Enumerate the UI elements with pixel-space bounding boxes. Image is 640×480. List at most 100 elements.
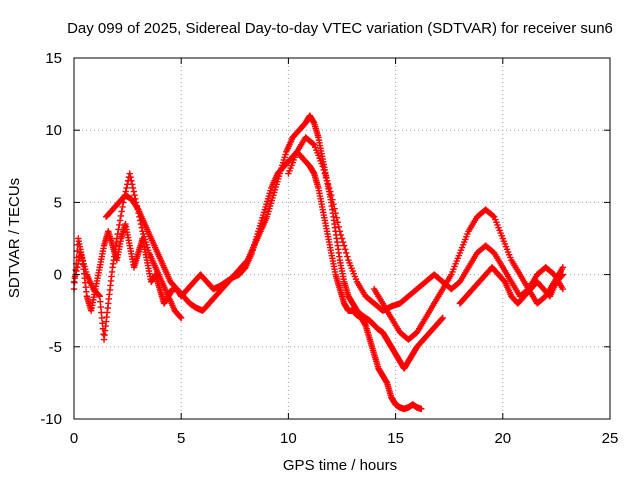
data-point (122, 188, 129, 195)
data-point (98, 314, 106, 322)
data-point (559, 264, 567, 271)
data-point (75, 256, 83, 264)
data-point (98, 309, 105, 316)
data-point (489, 212, 497, 220)
data-point (136, 213, 143, 221)
data-point (339, 238, 347, 246)
data-point (74, 260, 82, 267)
data-point (137, 220, 145, 228)
data-point (126, 170, 133, 177)
data-point (332, 210, 339, 217)
data-point (131, 191, 138, 199)
data-point (120, 195, 128, 202)
series-track-3 (285, 134, 567, 314)
data-point (123, 184, 130, 192)
data-point (114, 230, 121, 238)
plot-frame (73, 57, 611, 420)
data-point (322, 173, 330, 181)
data-point (116, 217, 124, 224)
data-point (340, 242, 348, 249)
data-point (325, 184, 333, 192)
data-point (96, 293, 103, 300)
data-point (328, 191, 335, 199)
data-point (128, 181, 136, 188)
data-point (132, 199, 140, 206)
y-tick-label: 0 (54, 267, 62, 284)
data-point (138, 224, 146, 231)
x-tick-label: 15 (387, 430, 404, 447)
data-point (330, 201, 337, 208)
data-point (320, 166, 327, 174)
data-point (559, 285, 567, 293)
data-point (117, 212, 125, 220)
data-point (344, 253, 351, 260)
data-point (323, 177, 331, 184)
x-tick-label: 25 (602, 430, 619, 447)
data-point (178, 314, 185, 322)
data-point (134, 206, 141, 213)
data-point (335, 223, 342, 230)
data-point (559, 271, 567, 278)
data-point (99, 320, 106, 327)
data-point (343, 249, 350, 257)
data-point (135, 210, 142, 217)
y-tick-label: 5 (54, 194, 62, 211)
y-tick-label: 15 (45, 50, 62, 67)
y-tick-label: 10 (45, 122, 62, 139)
data-point (100, 330, 107, 338)
chart-title: Day 099 of 2025, Sidereal Day-to-day VTE… (67, 20, 613, 37)
series-track-5 (456, 264, 567, 307)
data-point (337, 231, 345, 239)
data-point (121, 191, 129, 199)
x-tick-label: 0 (70, 430, 78, 447)
data-point (71, 275, 79, 282)
data-point (321, 170, 329, 177)
y-tick-label: -10 (40, 411, 62, 428)
data-point (342, 246, 349, 253)
data-point (120, 199, 127, 206)
data-point (333, 214, 340, 221)
data-point (309, 140, 317, 147)
data-point (324, 181, 332, 188)
data-point (127, 173, 134, 181)
data-point (329, 196, 336, 203)
data-point (418, 405, 425, 413)
data-point (119, 203, 126, 211)
y-tick-label: -5 (49, 339, 62, 356)
series-track-2 (102, 112, 446, 372)
series-track-1 (70, 148, 425, 413)
data-point (334, 219, 341, 226)
data-point (74, 264, 81, 271)
data-point (132, 195, 139, 202)
data-point (113, 235, 121, 242)
data-point (129, 184, 137, 192)
data-point (558, 272, 566, 279)
data-point (438, 315, 446, 323)
data-point (74, 247, 81, 255)
x-tick-label: 10 (280, 430, 297, 447)
data-markers (70, 112, 567, 413)
tick-labels: 0 5 10 15 20 25 -10 -5 0 5 10 15 (40, 50, 618, 447)
x-axis-label: GPS time / hours (283, 457, 397, 474)
data-point (97, 298, 104, 305)
data-point (338, 235, 346, 242)
x-tick-label: 20 (494, 430, 511, 447)
data-point (136, 217, 144, 224)
data-point (331, 205, 338, 212)
data-point (97, 303, 104, 311)
data-point (95, 292, 103, 299)
data-point (115, 226, 122, 233)
x-tick-label: 5 (177, 430, 185, 447)
data-point (116, 221, 123, 229)
data-point (319, 163, 326, 170)
y-axis-label: SDTVAR / TECUs (6, 178, 23, 298)
data-point (439, 314, 446, 322)
data-point (336, 228, 344, 235)
data-point (177, 313, 184, 321)
data-point (133, 202, 141, 210)
data-point (118, 208, 125, 215)
series-track-6 (70, 170, 185, 343)
data-point (128, 177, 135, 184)
data-point (130, 188, 137, 195)
